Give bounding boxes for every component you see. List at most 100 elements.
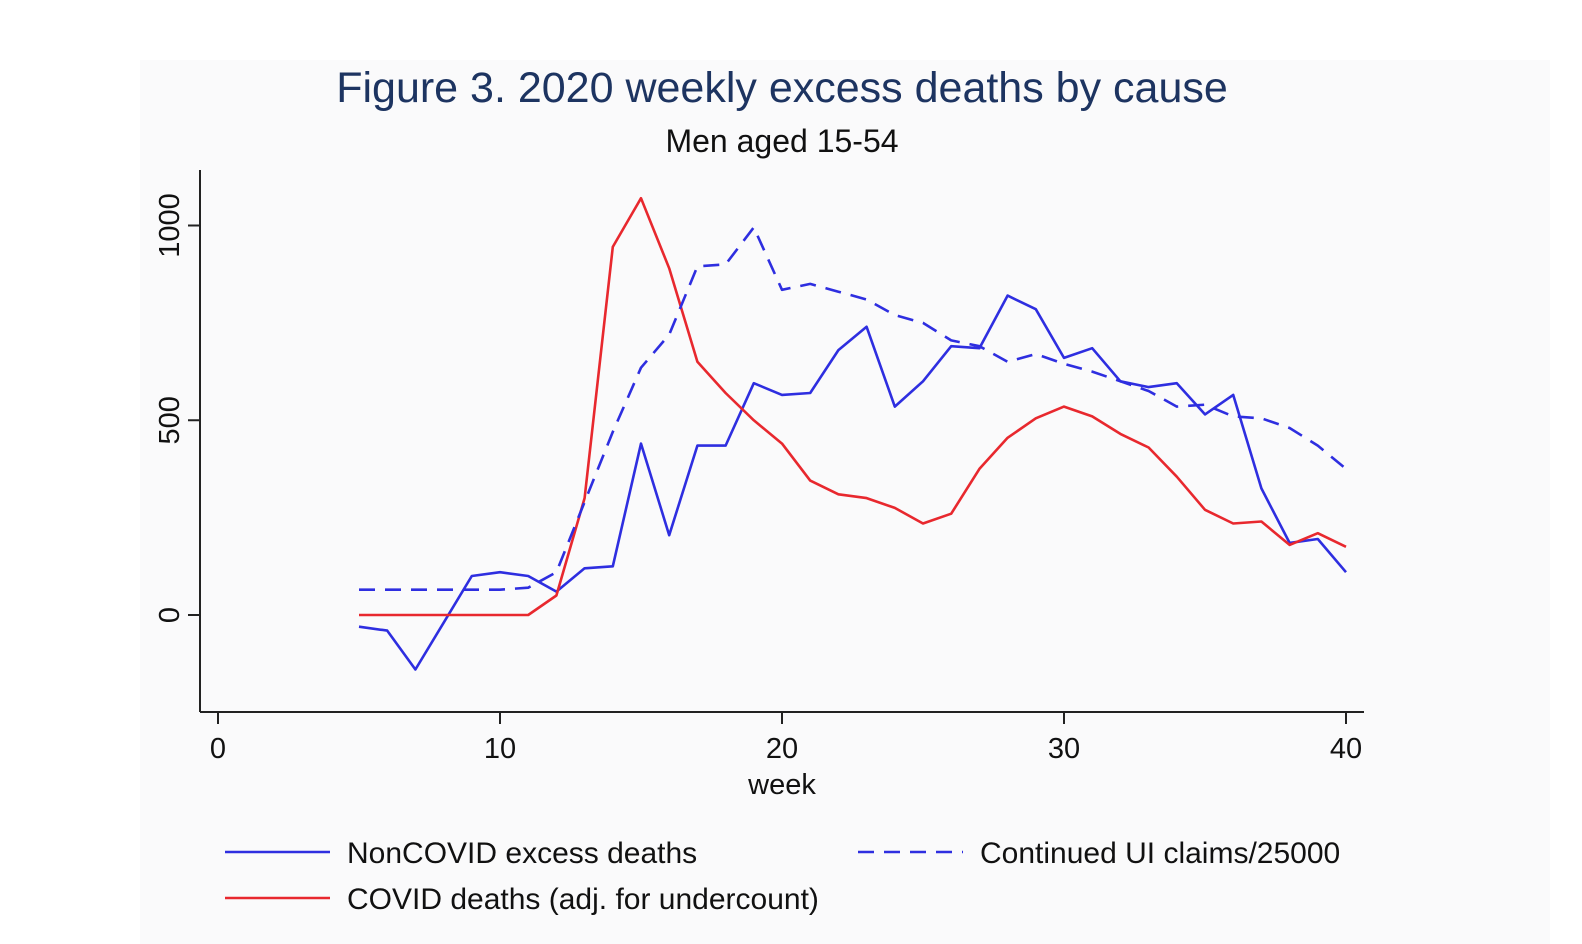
data-point (1091, 370, 1094, 373)
data-point (583, 501, 586, 504)
data-point (527, 586, 530, 589)
data-point (922, 380, 925, 383)
x-axis-label: week (747, 769, 816, 801)
data-point (1147, 386, 1150, 389)
chart-panel: Figure 3. 2020 weekly excess deaths by c… (140, 60, 1550, 944)
series-line-1 (359, 196, 1347, 617)
data-point (1091, 415, 1094, 418)
data-point (1006, 436, 1009, 439)
data-point (696, 265, 699, 268)
x-tick-label: 40 (1330, 733, 1362, 765)
line-chart: Figure 3. 2020 weekly excess deaths by c… (154, 64, 1364, 916)
data-point (1119, 380, 1122, 383)
data-point (922, 321, 925, 324)
data-point (837, 349, 840, 352)
x-tick-label: 0 (210, 733, 226, 765)
x-tick-label: 20 (766, 733, 798, 765)
data-point (809, 283, 812, 286)
data-point (724, 263, 727, 266)
data-point (499, 571, 502, 574)
data-point (611, 431, 614, 434)
data-point (583, 567, 586, 570)
data-point (414, 588, 417, 591)
legend-item: NonCOVID excess deaths (225, 837, 697, 870)
data-point (611, 246, 614, 249)
x-tick-label: 30 (1048, 733, 1080, 765)
data-point (583, 497, 586, 500)
data-point (1175, 475, 1178, 478)
data-point (668, 534, 671, 537)
data-point (442, 588, 445, 591)
data-point (865, 497, 868, 500)
data-point (668, 333, 671, 336)
data-point (1175, 382, 1178, 385)
data-point (1006, 294, 1009, 297)
data-point (470, 614, 473, 617)
data-point (1260, 417, 1263, 420)
data-series (358, 196, 1348, 671)
data-point (696, 360, 699, 363)
data-point (1063, 405, 1066, 408)
data-point (1345, 571, 1348, 574)
data-point (950, 512, 953, 515)
data-point (386, 614, 389, 617)
data-point (1345, 468, 1348, 471)
data-point (781, 442, 784, 445)
data-point (1204, 403, 1207, 406)
data-point (865, 325, 868, 328)
data-point (414, 668, 417, 671)
data-point (414, 614, 417, 617)
legend: NonCOVID excess deaths COVID deaths (adj.… (225, 837, 1340, 916)
data-point (499, 614, 502, 617)
data-point (611, 565, 614, 568)
data-point (950, 339, 953, 342)
data-point (386, 588, 389, 591)
data-point (358, 588, 361, 591)
data-point (1316, 532, 1319, 535)
data-point (809, 479, 812, 482)
data-point (1288, 543, 1291, 546)
data-point (865, 298, 868, 301)
y-tick-label: 0 (154, 607, 186, 623)
x-axis-ticks: 0 10 20 30 40 (210, 712, 1362, 765)
series-0 (358, 294, 1348, 671)
legend-item: COVID deaths (adj. for undercount) (225, 883, 819, 916)
data-point (1204, 508, 1207, 511)
data-point (1063, 362, 1066, 365)
data-point (1063, 357, 1066, 360)
data-point (1204, 413, 1207, 416)
chart-subtitle: Men aged 15-54 (665, 123, 898, 159)
data-point (752, 382, 755, 385)
data-point (1260, 487, 1263, 490)
data-point (442, 614, 445, 617)
data-point (555, 571, 558, 574)
data-point (1316, 444, 1319, 447)
series-1 (358, 196, 1347, 617)
data-point (893, 506, 896, 509)
y-tick-label: 1000 (154, 193, 186, 258)
data-point (1232, 394, 1235, 397)
chart-title: Figure 3. 2020 weekly excess deaths by c… (336, 64, 1228, 112)
data-point (499, 588, 502, 591)
legend-label: Continued UI claims/25000 (980, 837, 1340, 870)
data-point (696, 444, 699, 447)
data-point (724, 444, 727, 447)
data-point (893, 405, 896, 408)
data-point (358, 614, 361, 617)
data-point (1147, 446, 1150, 449)
data-point (470, 575, 473, 578)
data-point (922, 522, 925, 525)
series-2 (358, 226, 1348, 592)
data-point (752, 226, 755, 229)
data-point (724, 392, 727, 395)
data-point (1316, 538, 1319, 541)
data-point (781, 288, 784, 291)
data-point (837, 290, 840, 293)
data-point (1232, 522, 1235, 525)
data-point (470, 588, 473, 591)
data-point (1034, 308, 1037, 311)
x-tick-label: 10 (484, 733, 516, 765)
data-point (1232, 415, 1235, 418)
data-point (752, 419, 755, 422)
data-point (1175, 405, 1178, 408)
